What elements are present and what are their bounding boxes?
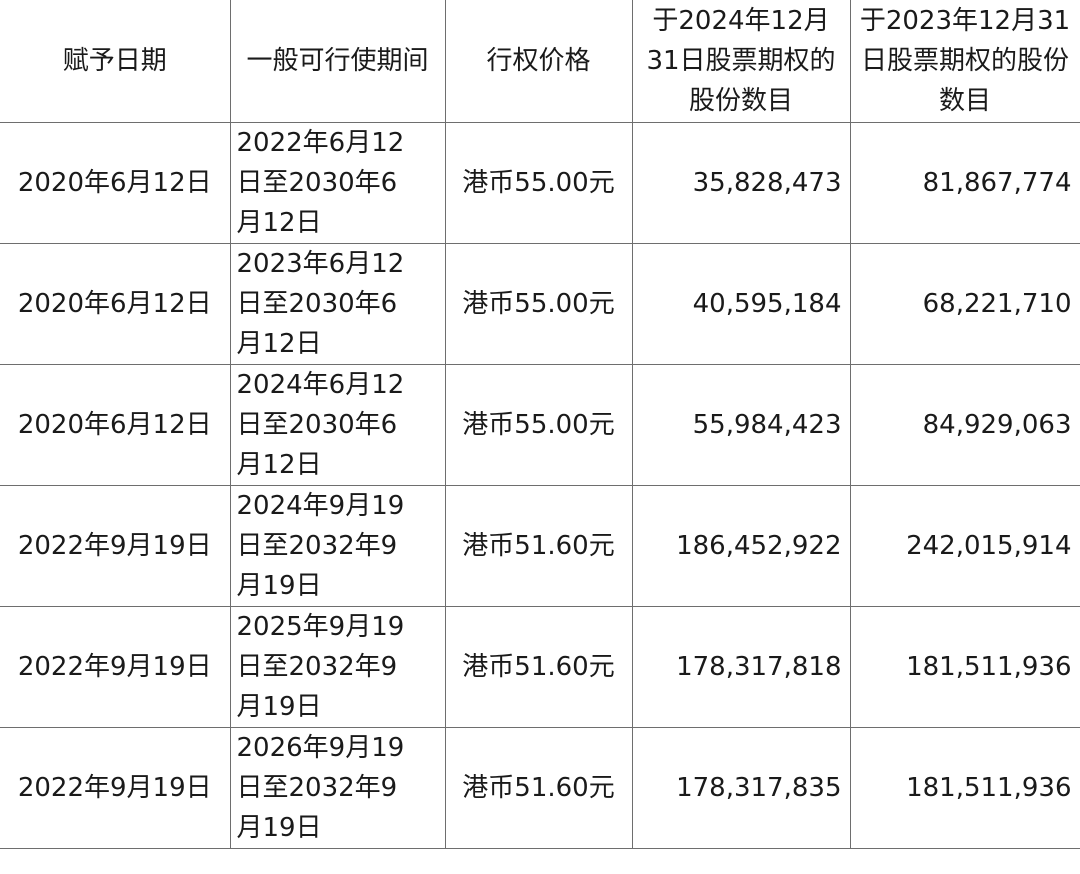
- shares-2024-cell: 178,317,818: [631, 606, 851, 728]
- shares-2023-cell: 242,015,914: [849, 485, 1080, 607]
- exercise-period-line: 月19日: [236, 571, 322, 601]
- shares-2024-cell: 186,452,922: [631, 485, 851, 607]
- exercise-period-line: 日至2032年9: [236, 652, 398, 682]
- exercise-price-cell: 港币51.60元: [444, 727, 633, 849]
- shares-2023-cell: 181,511,936: [849, 606, 1080, 728]
- exercise-period-line: 月12日: [236, 208, 322, 238]
- exercise-period-line: 日至2030年6: [236, 168, 398, 198]
- exercise-period-line: 日至2032年9: [236, 531, 398, 561]
- shares-2024-cell: 55,984,423: [631, 364, 851, 486]
- header-exercise-price: 行权价格: [444, 0, 633, 123]
- table-row: 2020年6月12日 2023年6月12 日至2030年6 月12日 港币55.00元 4…: [0, 243, 1080, 365]
- exercise-period-line: 日至2030年6: [236, 289, 398, 319]
- shares-2024-cell: 178,317,835: [631, 727, 851, 849]
- exercise-period-line: 2025年9月19: [236, 612, 405, 642]
- table-header-row: 赋予日期 一般可行使期间 行权价格 于2024年12月31日股票期权的股份数目 …: [0, 0, 1080, 123]
- shares-2024-cell: 35,828,473: [631, 122, 851, 244]
- table-row: 2020年6月12日 2022年6月12 日至2030年6 月12日 港币55.00元 3…: [0, 122, 1080, 244]
- exercise-price-cell: 港币55.00元: [444, 364, 633, 486]
- table-row: 2022年9月19日 2025年9月19 日至2032年9 月19日 港币51.60元 1…: [0, 606, 1080, 728]
- grant-date-cell: 2020年6月12日: [0, 122, 231, 244]
- exercise-period-line: 2026年9月19: [236, 733, 405, 763]
- grant-date-cell: 2020年6月12日: [0, 243, 231, 365]
- exercise-period-line: 2024年6月12: [236, 370, 405, 400]
- shares-2023-cell: 68,221,710: [849, 243, 1080, 365]
- exercise-price-cell: 港币55.00元: [444, 243, 633, 365]
- exercise-period-line: 月12日: [236, 450, 322, 480]
- exercise-period-line: 月12日: [236, 329, 322, 359]
- exercise-period-line: 月19日: [236, 692, 322, 722]
- share-options-table: 赋予日期 一般可行使期间 行权价格 于2024年12月31日股票期权的股份数目 …: [0, 0, 1080, 849]
- exercise-period-line: 2022年6月12: [236, 128, 405, 158]
- shares-2023-cell: 84,929,063: [849, 364, 1080, 486]
- header-grant-date: 赋予日期: [0, 0, 231, 123]
- exercise-period-cell: 2022年6月12 日至2030年6 月12日: [229, 122, 446, 244]
- exercise-price-cell: 港币51.60元: [444, 606, 633, 728]
- grant-date-cell: 2022年9月19日: [0, 727, 231, 849]
- grant-date-cell: 2020年6月12日: [0, 364, 231, 486]
- exercise-period-cell: 2024年9月19 日至2032年9 月19日: [229, 485, 446, 607]
- exercise-period-cell: 2025年9月19 日至2032年9 月19日: [229, 606, 446, 728]
- exercise-price-cell: 港币55.00元: [444, 122, 633, 244]
- grant-date-cell: 2022年9月19日: [0, 485, 231, 607]
- header-exercise-period: 一般可行使期间: [229, 0, 446, 123]
- shares-2023-cell: 181,511,936: [849, 727, 1080, 849]
- table-row: 2020年6月12日 2024年6月12 日至2030年6 月12日 港币55.00元 5…: [0, 364, 1080, 486]
- exercise-period-cell: 2026年9月19 日至2032年9 月19日: [229, 727, 446, 849]
- table-row: 2022年9月19日 2024年9月19 日至2032年9 月19日 港币51.60元 1…: [0, 485, 1080, 607]
- shares-2024-cell: 40,595,184: [631, 243, 851, 365]
- exercise-period-cell: 2024年6月12 日至2030年6 月12日: [229, 364, 446, 486]
- exercise-period-line: 日至2030年6: [236, 410, 398, 440]
- exercise-period-line: 月19日: [236, 813, 322, 843]
- grant-date-cell: 2022年9月19日: [0, 606, 231, 728]
- header-shares-2023: 于2023年12月31日股票期权的股份数目: [849, 0, 1080, 123]
- exercise-period-cell: 2023年6月12 日至2030年6 月12日: [229, 243, 446, 365]
- exercise-period-line: 日至2032年9: [236, 773, 398, 803]
- header-shares-2024: 于2024年12月31日股票期权的股份数目: [631, 0, 851, 123]
- shares-2023-cell: 81,867,774: [849, 122, 1080, 244]
- exercise-period-line: 2024年9月19: [236, 491, 405, 521]
- table-row: 2022年9月19日 2026年9月19 日至2032年9 月19日 港币51.60元 1…: [0, 727, 1080, 849]
- exercise-price-cell: 港币51.60元: [444, 485, 633, 607]
- exercise-period-line: 2023年6月12: [236, 249, 405, 279]
